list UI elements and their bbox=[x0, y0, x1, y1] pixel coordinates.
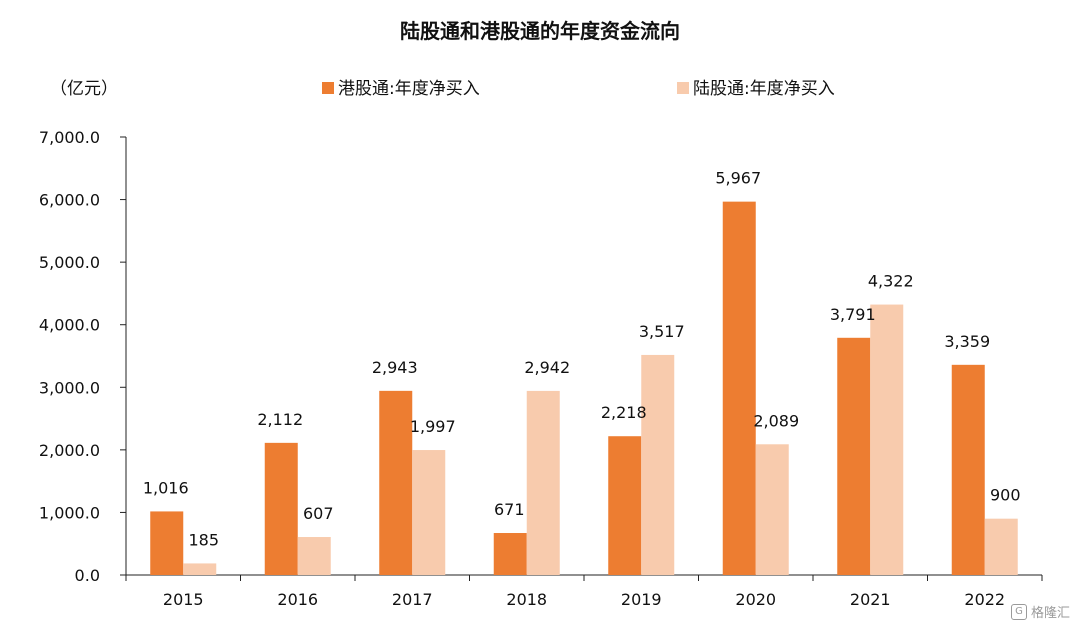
bar-hk-connect-2019 bbox=[608, 436, 642, 575]
bar-china-connect-2015 bbox=[183, 563, 217, 575]
bar-hk-connect-2015 bbox=[150, 511, 184, 575]
x-tick-label: 2019 bbox=[621, 590, 662, 609]
y-tick-label: 2,000.0 bbox=[39, 441, 100, 460]
unit-label: （亿元） bbox=[50, 79, 118, 99]
x-tick-label: 2020 bbox=[735, 590, 776, 609]
bar-china-connect-2019 bbox=[641, 354, 675, 575]
bar-china-connect-2020 bbox=[755, 444, 789, 575]
data-label: 1,016 bbox=[143, 478, 189, 497]
x-tick-label: 2015 bbox=[163, 590, 204, 609]
y-tick-label: 4,000.0 bbox=[39, 316, 100, 335]
y-tick-label: 5,000.0 bbox=[39, 253, 100, 272]
legend-swatch bbox=[322, 82, 334, 94]
bar-hk-connect-2016 bbox=[264, 442, 298, 575]
bar-hk-connect-2020 bbox=[722, 201, 756, 575]
bar-china-connect-2018 bbox=[526, 390, 560, 575]
data-label: 3,359 bbox=[944, 332, 990, 351]
data-label: 5,967 bbox=[715, 169, 761, 188]
bar-china-connect-2022 bbox=[984, 518, 1018, 575]
bar-hk-connect-2021 bbox=[837, 337, 871, 575]
chart-title: 陆股通和港股通的年度资金流向 bbox=[400, 19, 680, 43]
data-label: 4,322 bbox=[868, 272, 914, 291]
watermark: G 格隆汇 bbox=[1010, 602, 1070, 621]
data-label: 2,089 bbox=[753, 411, 799, 430]
bar-hk-connect-2017 bbox=[379, 390, 413, 575]
data-labels: 1,016 185 2,112 607 2,943 1,997 671 2,942 2,218 3… bbox=[143, 169, 1021, 550]
data-label: 2,943 bbox=[372, 358, 418, 377]
data-label: 2,218 bbox=[601, 403, 647, 422]
x-tick-label: 2017 bbox=[392, 590, 433, 609]
data-label: 671 bbox=[494, 500, 525, 519]
watermark-text: 格隆汇 bbox=[1030, 606, 1070, 621]
watermark-logo-icon: G bbox=[1010, 603, 1027, 620]
y-tick-label: 3,000.0 bbox=[39, 378, 100, 397]
data-label: 3,791 bbox=[830, 305, 876, 324]
y-tick-label: 1,000.0 bbox=[39, 503, 100, 522]
y-tick-label: 7,000.0 bbox=[39, 128, 100, 147]
legend-label: 港股通:年度净买入 bbox=[338, 79, 480, 99]
bar-china-connect-2016 bbox=[297, 537, 331, 575]
legend-label: 陆股通:年度净买入 bbox=[693, 79, 835, 99]
data-label: 2,942 bbox=[524, 358, 570, 377]
data-label: 900 bbox=[990, 486, 1021, 505]
bar-china-connect-2017 bbox=[412, 450, 446, 575]
y-tick-label: 0.0 bbox=[75, 566, 100, 585]
bars bbox=[150, 201, 1018, 575]
x-tick-label: 2021 bbox=[850, 590, 891, 609]
data-label: 185 bbox=[188, 530, 219, 549]
y-axis: 0.0 1,000.0 2,000.0 3,000.0 4,000.0 5,000.0 6,… bbox=[39, 128, 127, 585]
x-tick-label: 2022 bbox=[964, 590, 1005, 609]
y-tick-label: 6,000.0 bbox=[39, 191, 100, 210]
data-label: 607 bbox=[303, 504, 334, 523]
data-label: 2,112 bbox=[257, 410, 303, 429]
bar-hk-connect-2022 bbox=[951, 364, 985, 575]
legend: 港股通:年度净买入 陆股通:年度净买入 bbox=[322, 79, 835, 99]
bar-china-connect-2021 bbox=[870, 304, 904, 575]
data-label: 3,517 bbox=[639, 322, 685, 341]
data-label: 1,997 bbox=[410, 417, 456, 436]
bar-hk-connect-2018 bbox=[493, 533, 527, 575]
x-axis: 2015 2016 2017 2018 2019 2020 2021 2022 bbox=[125, 574, 1043, 609]
x-tick-label: 2018 bbox=[506, 590, 547, 609]
x-tick-label: 2016 bbox=[277, 590, 318, 609]
legend-swatch bbox=[677, 82, 689, 94]
